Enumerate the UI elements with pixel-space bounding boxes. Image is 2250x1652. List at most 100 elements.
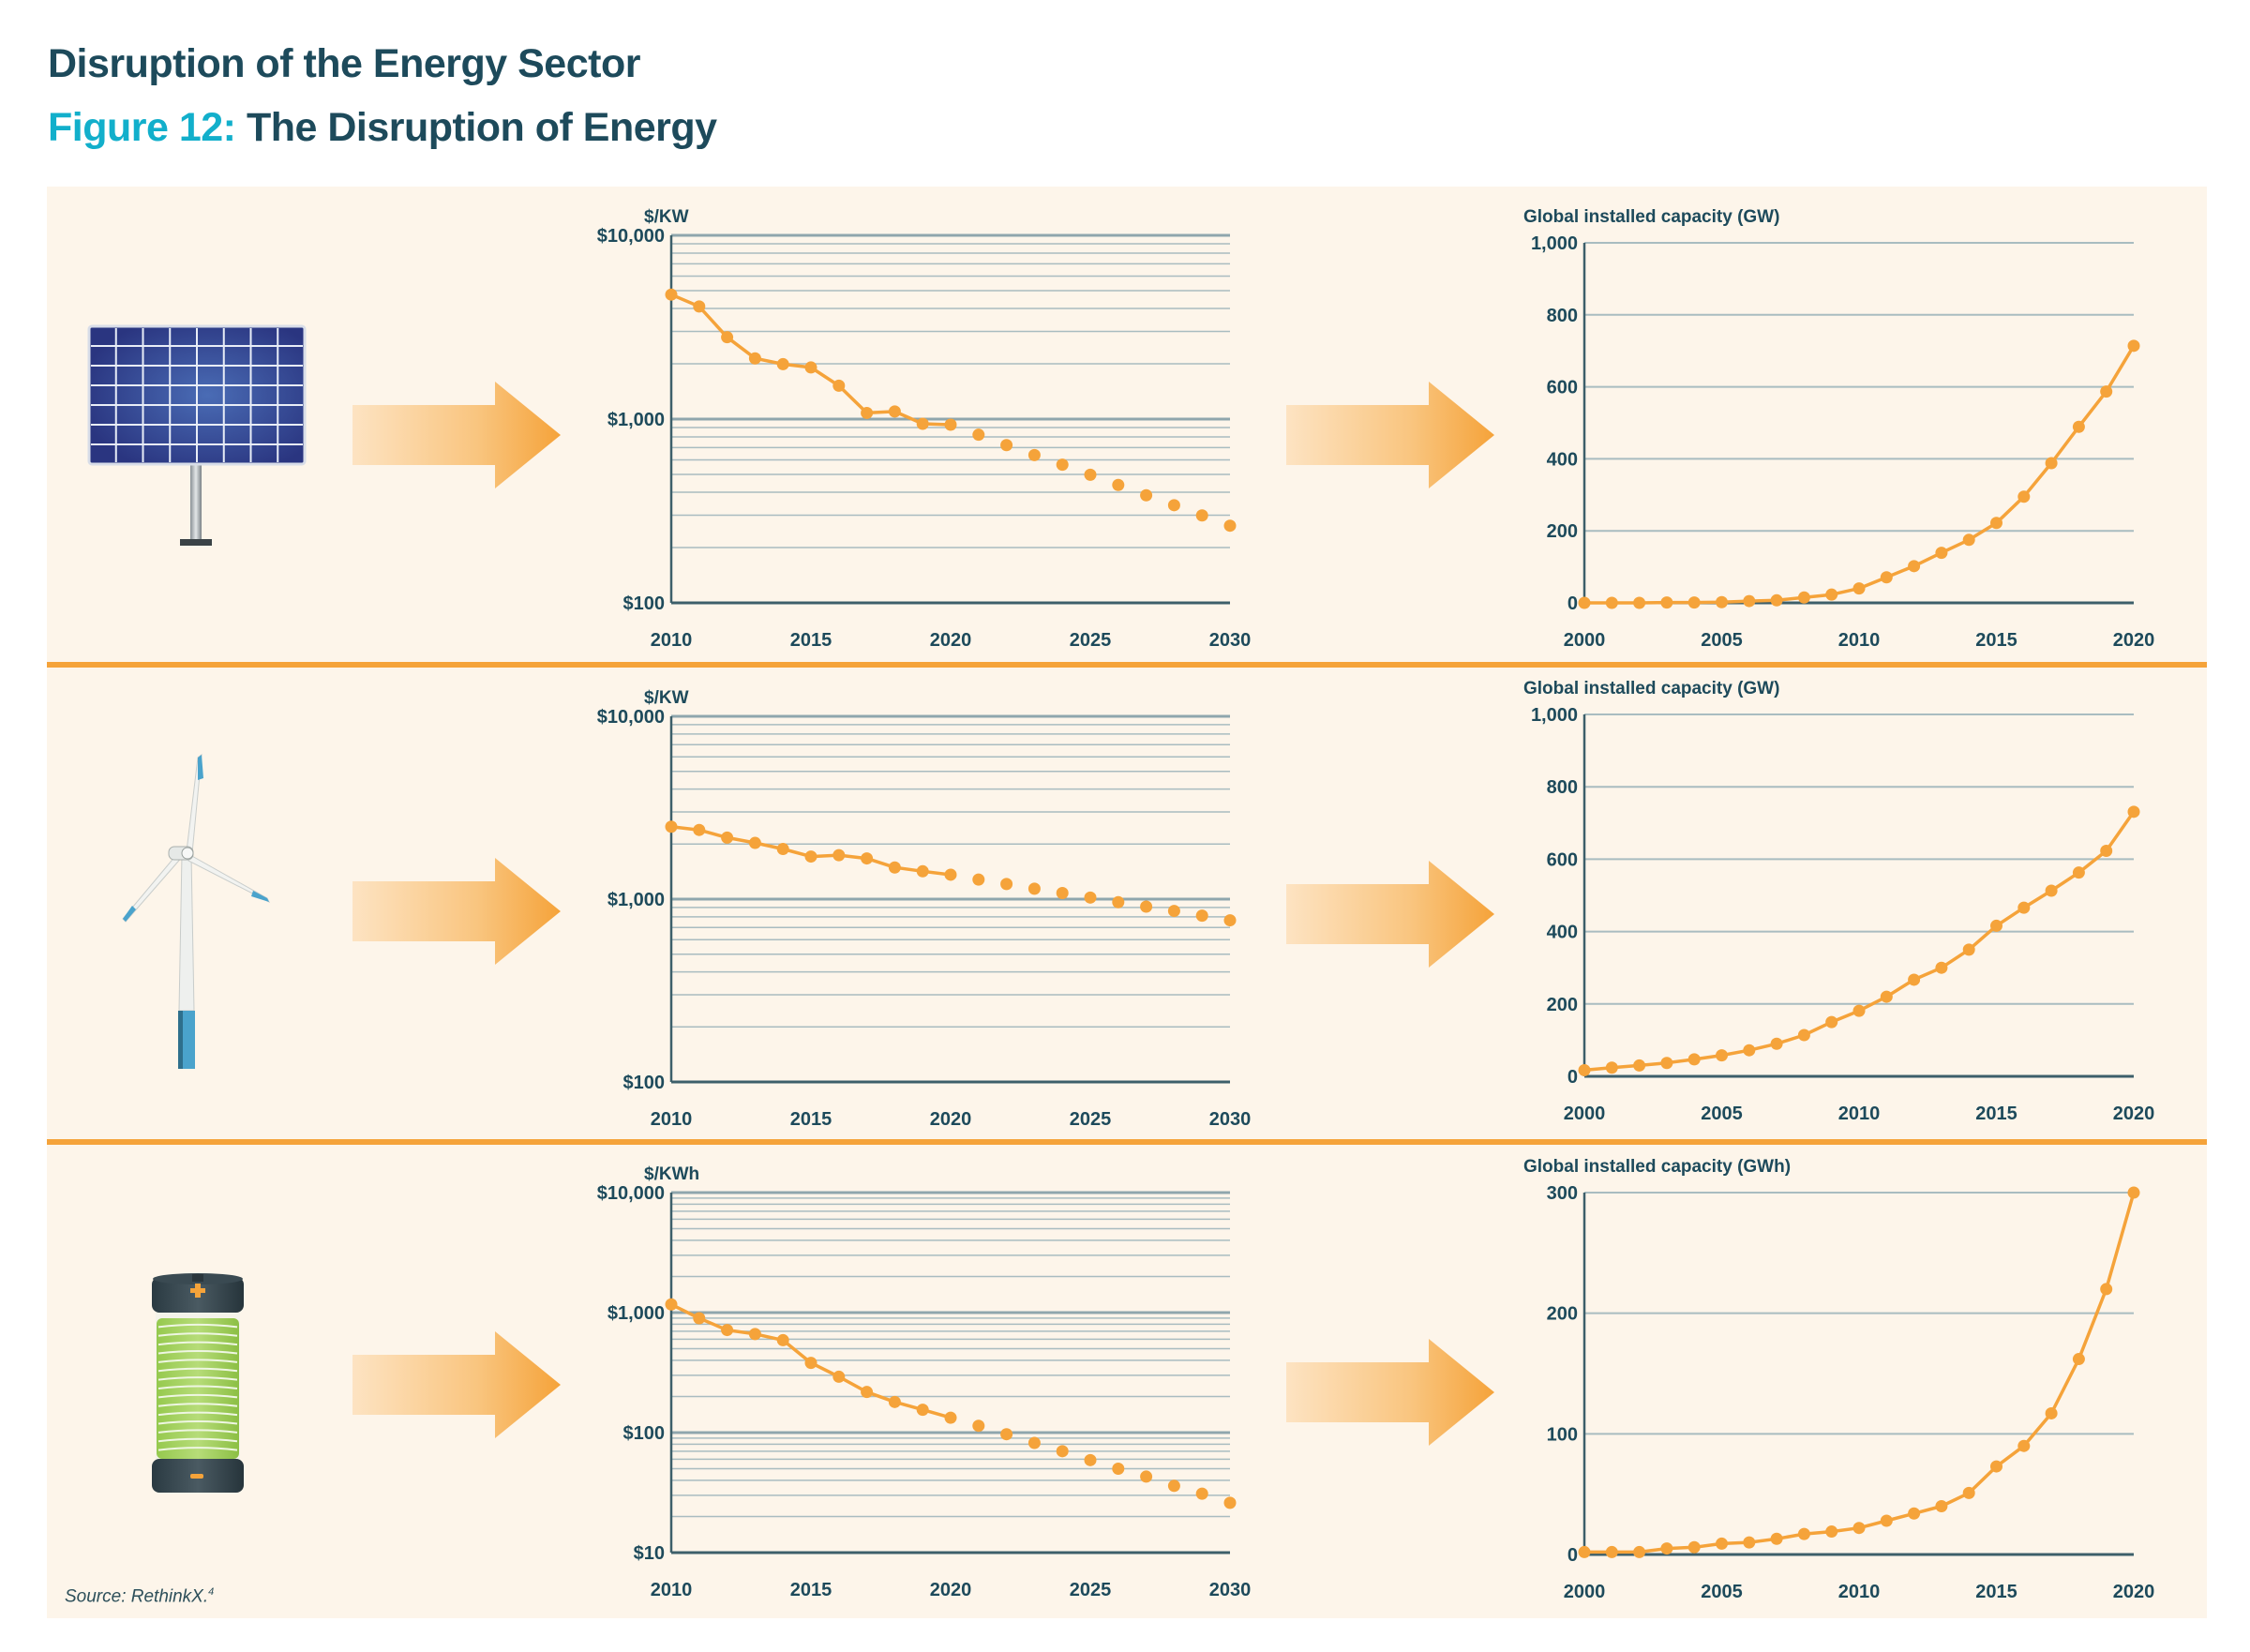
projected-data-point	[1028, 1436, 1041, 1449]
x-tick-label: 2000	[1564, 1582, 1606, 1602]
y-tick-label: 800	[1547, 777, 1578, 798]
data-point	[1660, 596, 1673, 609]
data-point	[2045, 1406, 2058, 1419]
data-point	[1605, 596, 1618, 609]
data-point	[804, 850, 818, 864]
x-tick-label: 2025	[1070, 1109, 1112, 1130]
y-tick-label: $10,000	[597, 707, 665, 728]
data-point	[1633, 1545, 1646, 1558]
data-point	[721, 831, 734, 844]
data-point	[916, 1404, 929, 1417]
y-tick-label: $100	[623, 1073, 666, 1093]
projected-data-point	[1140, 900, 1153, 913]
y-tick-label: $1,000	[608, 410, 665, 430]
data-point	[888, 1395, 901, 1408]
y-tick-label: $10	[634, 1543, 665, 1564]
projected-data-point	[1167, 499, 1180, 512]
data-point	[1880, 1514, 1893, 1527]
data-point	[1825, 1015, 1838, 1029]
y-axis-label: $/KW	[644, 688, 689, 708]
y-tick-label: 0	[1568, 1545, 1578, 1566]
solar-panel-icon	[87, 324, 307, 546]
flow-arrow-icon	[1286, 382, 1494, 488]
data-point	[832, 1370, 846, 1383]
data-point	[2100, 1283, 2113, 1296]
data-point	[1852, 1522, 1866, 1535]
data-point	[1716, 595, 1728, 608]
projected-data-point	[1140, 1470, 1153, 1483]
x-tick-label: 2005	[1701, 1582, 1743, 1602]
flow-arrow-icon	[352, 382, 561, 488]
projected-data-point	[1000, 1428, 1013, 1441]
data-point	[748, 1328, 761, 1341]
data-point	[1935, 1500, 1948, 1513]
series-line	[1584, 344, 2136, 605]
x-tick-label: 2030	[1209, 1109, 1252, 1130]
data-point	[916, 864, 929, 878]
data-point	[1908, 560, 1921, 573]
x-tick-label: 2010	[651, 1109, 693, 1130]
x-tick-label: 2005	[1701, 630, 1743, 651]
projected-data-point	[1195, 909, 1208, 923]
data-point	[2072, 866, 2085, 879]
chart-wind-cost: $10,000 $1,000 $100 2010 2015 2020 2025 2030 $/K…	[597, 688, 1252, 1130]
y-tick-label: $100	[623, 1423, 666, 1444]
series-line	[1584, 1192, 2136, 1554]
data-point	[1797, 1527, 1810, 1540]
data-point	[1605, 1061, 1618, 1074]
x-tick-label: 2000	[1564, 630, 1606, 651]
data-point	[1880, 990, 1893, 1003]
source-note: Source: RethinkX.4	[65, 1586, 214, 1607]
y-tick-label: 1,000	[1531, 705, 1578, 726]
data-point	[1660, 1057, 1673, 1070]
x-tick-label: 2015	[1975, 630, 2018, 651]
projected-data-point	[1056, 1445, 1069, 1458]
x-tick-label: 2010	[651, 630, 693, 651]
x-tick-label: 2010	[1838, 1104, 1881, 1124]
data-point	[776, 357, 789, 370]
y-tick-label: 600	[1547, 378, 1578, 398]
projected-data-point	[1112, 1463, 1125, 1476]
figure-label: Figure 12:	[48, 105, 236, 150]
chart-solar-capacity: 0 200 400 600 800 1,000 2000 2005 2010 2015 2020 Gl…	[1523, 207, 2154, 651]
projected-data-point	[1028, 448, 1041, 461]
data-point	[1797, 591, 1810, 604]
projected-data-point	[1195, 1487, 1208, 1500]
x-tick-label: 2000	[1564, 1104, 1606, 1124]
flow-arrow-icon	[1286, 861, 1494, 968]
data-point	[1770, 1532, 1783, 1545]
x-tick-label: 2025	[1070, 630, 1112, 651]
x-tick-label: 2020	[2113, 630, 2155, 651]
data-point	[1578, 1063, 1591, 1076]
x-tick-label: 2020	[930, 1109, 972, 1130]
projected-data-point	[1140, 488, 1153, 502]
data-point	[2045, 457, 2058, 470]
projected-data-point	[1000, 878, 1013, 891]
data-point	[665, 1298, 678, 1311]
y-axis-label: Global installed capacity (GW)	[1523, 207, 1779, 227]
projected-data-point	[972, 873, 985, 886]
series-line	[1583, 810, 2136, 1073]
y-tick-label: 600	[1547, 849, 1578, 870]
data-point	[944, 418, 957, 431]
data-point	[1852, 1004, 1866, 1017]
data-point	[1852, 582, 1866, 595]
y-tick-label: 800	[1547, 306, 1578, 326]
projected-data-point	[1223, 914, 1237, 927]
projected-data-point	[1084, 1453, 1097, 1466]
wind-turbine-icon	[122, 753, 271, 1069]
projected-data-point	[1112, 895, 1125, 909]
y-axis-label: Global installed capacity (GWh)	[1523, 1157, 1791, 1177]
data-point	[1962, 1486, 1975, 1499]
y-tick-label: 200	[1547, 1304, 1578, 1325]
data-point	[1770, 1037, 1783, 1050]
data-point	[888, 405, 901, 418]
section-title: Disruption of the Energy Sector	[48, 41, 640, 86]
data-point	[1605, 1545, 1618, 1558]
data-point	[2045, 884, 2058, 897]
data-point	[1688, 1053, 1701, 1066]
y-tick-label: 300	[1547, 1183, 1578, 1204]
data-point	[861, 406, 874, 419]
data-point	[693, 823, 706, 836]
data-point	[832, 379, 846, 392]
